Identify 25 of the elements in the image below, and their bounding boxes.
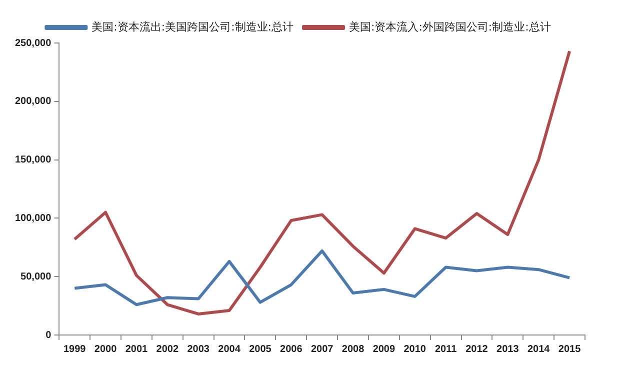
- legend-label: 美国:资本流入:外国跨国公司:制造业:总计: [349, 20, 551, 34]
- x-tick-label: 2012: [466, 344, 488, 355]
- x-tick-label: 2009: [372, 344, 396, 355]
- x-tick-label: 2014: [527, 344, 550, 355]
- x-tick-label: 2011: [434, 344, 458, 355]
- x-tick-label: 1999: [63, 344, 86, 355]
- x-tick-label: 2005: [249, 344, 272, 355]
- y-tick-label: 250,000: [14, 38, 52, 49]
- y-tick-label: 100,000: [14, 212, 52, 224]
- x-tick-label: 2004: [218, 344, 241, 355]
- y-tick-label: 200,000: [14, 96, 52, 108]
- x-tick-label: 2015: [558, 344, 582, 355]
- x-tick-label: 2010: [404, 344, 426, 355]
- y-tick-label: 50,000: [20, 271, 52, 282]
- x-tick-label: 2002: [156, 344, 179, 355]
- legend-label: 美国:资本流出:美国跨国公司:制造业:总计: [92, 20, 294, 34]
- y-tick-label: 0: [46, 330, 52, 341]
- y-tick-label: 150,000: [14, 154, 52, 166]
- x-tick-label: 2003: [187, 344, 210, 355]
- x-tick-label: 2007: [310, 344, 334, 355]
- x-tick-label: 2008: [342, 344, 365, 355]
- x-tick-label: 2013: [496, 344, 520, 355]
- x-tick-label: 2006: [280, 344, 303, 355]
- x-tick-label: 2001: [125, 344, 148, 355]
- x-tick-label: 2000: [94, 344, 118, 355]
